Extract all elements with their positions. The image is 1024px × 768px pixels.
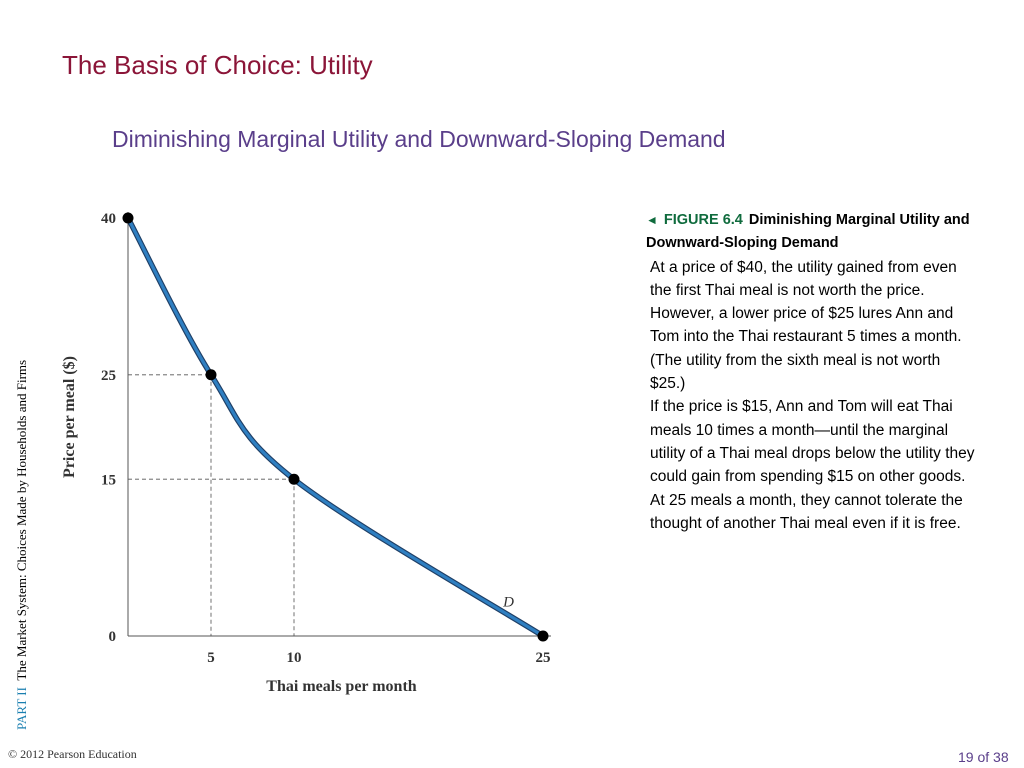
y-tick-label: 25 (101, 368, 116, 384)
y-tick-label: 15 (101, 472, 116, 488)
data-point (537, 630, 549, 642)
y-tick-label: 0 (109, 629, 117, 645)
demand-curve-group (125, 216, 545, 639)
data-point (122, 212, 134, 224)
slide-title: The Basis of Choice: Utility (62, 50, 373, 80)
caption-paragraph: If the price is $15, Ann and Tom will ea… (650, 398, 975, 486)
figure-caption: ◄ FIGURE 6.4 Diminishing Marginal Utility … (646, 209, 976, 535)
caption-paragraph: At a price of $40, the utility gained fr… (650, 258, 957, 299)
x-tick-label: 25 (536, 650, 551, 666)
demand-curve-outline (125, 216, 545, 639)
figure-number: FIGURE 6.4 (663, 212, 743, 228)
x-tick-label: 10 (287, 650, 302, 666)
caption-paragraph: At 25 meals a month, they cannot tolerat… (650, 491, 963, 532)
figure-title: Diminishing Marginal Utility and Downwar… (646, 212, 970, 252)
data-point (205, 369, 217, 381)
x-axis-title: Thai meals per month (266, 678, 416, 695)
curve-label: D (502, 595, 514, 611)
caption-heading: ◄ FIGURE 6.4 Diminishing Marginal Utility … (646, 209, 976, 256)
caption-body: At a price of $40, the utility gained fr… (646, 256, 976, 536)
data-point (288, 473, 300, 485)
data-points (122, 212, 549, 642)
slide-subtitle: Diminishing Marginal Utility and Downwar… (112, 126, 726, 152)
left-arrow-icon: ◄ (646, 213, 658, 227)
copyright: © 2012 Pearson Education (8, 747, 137, 761)
x-tick-label: 5 (207, 650, 215, 666)
y-tick-label: 40 (101, 211, 116, 227)
tick-labels: 0 15 25 40 5 10 25 (101, 211, 551, 666)
demand-curve (126, 217, 544, 638)
guide-lines (128, 374, 295, 636)
demand-chart: 0 15 25 40 5 10 25 D Thai meals per month Pric… (61, 211, 551, 695)
caption-paragraph: However, a lower price of $25 lures Ann … (650, 305, 962, 393)
y-axis-title: Price per meal ($) (61, 356, 78, 478)
page-number: 19 of 38 (958, 749, 1009, 765)
